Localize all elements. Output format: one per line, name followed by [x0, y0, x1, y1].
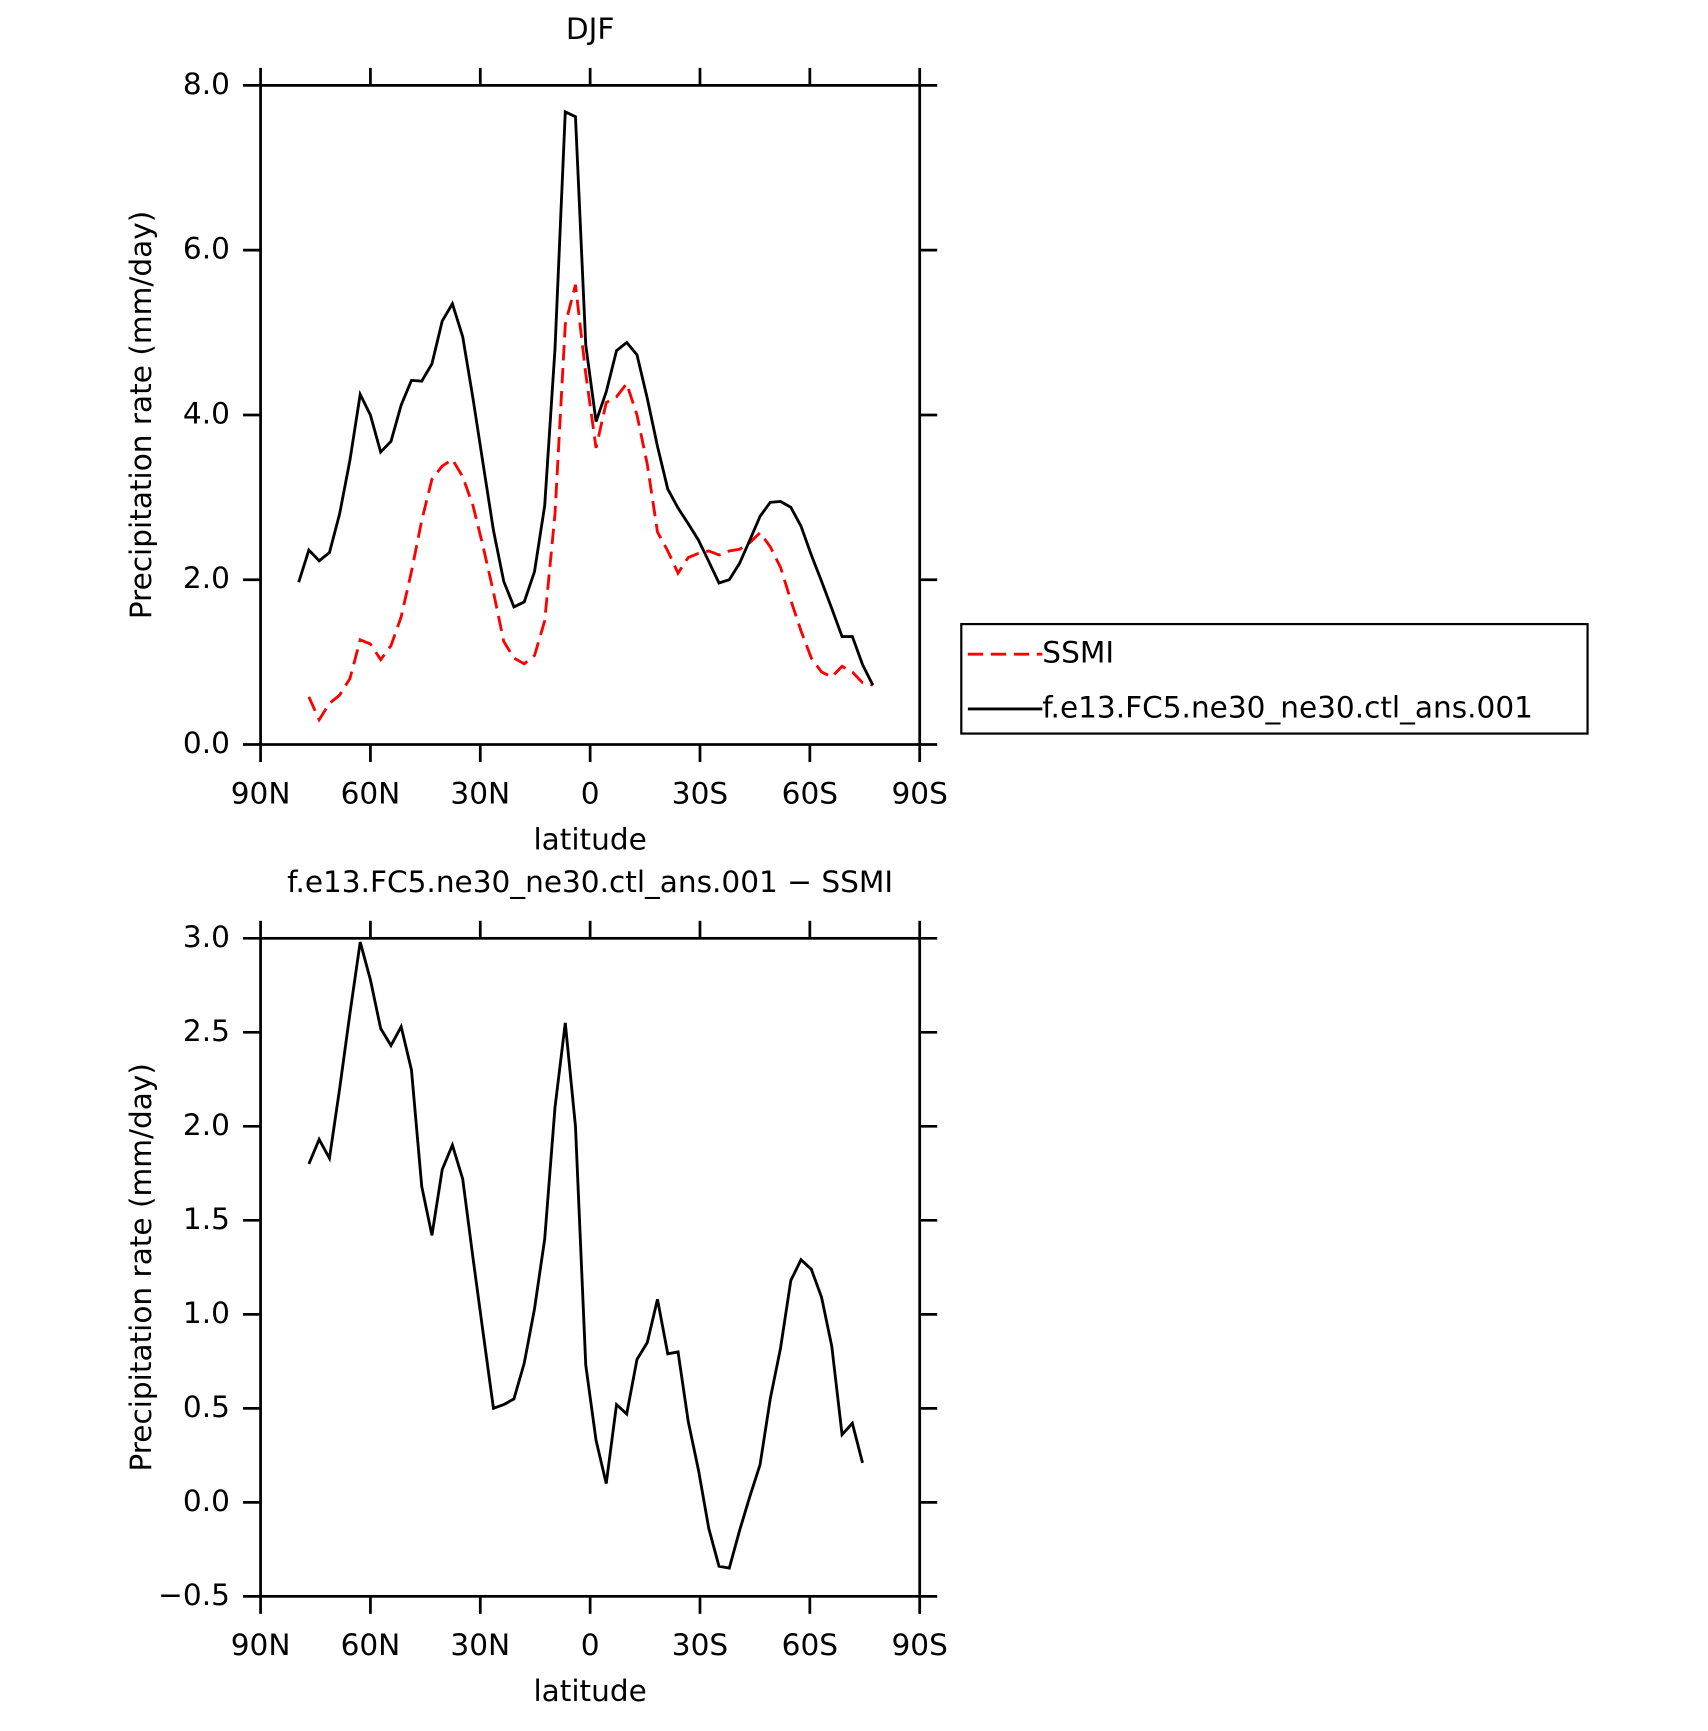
- data-line: [297, 109, 875, 686]
- y-axis-label: Precipitation rate (mm/day): [124, 1063, 158, 1471]
- x-tick-label: 60S: [782, 776, 838, 810]
- x-tick-label: 30S: [672, 1628, 728, 1662]
- y-tick-label: 4.0: [183, 396, 230, 430]
- y-axis-label: Precipitation rate (mm/day): [124, 211, 158, 619]
- x-tick-label: 30N: [450, 1628, 510, 1662]
- y-tick-label: 2.5: [183, 1014, 230, 1048]
- plot-frame: [259, 936, 922, 1598]
- x-tick-label: 90S: [892, 1628, 948, 1662]
- legend-label: f.e13.FC5.ne30_ne30.ctl_ans.001: [1042, 690, 1533, 724]
- y-tick-label: 6.0: [183, 232, 230, 266]
- data-line: [307, 941, 864, 1570]
- legend-box: [960, 622, 1589, 735]
- legend-label: SSMI: [1042, 636, 1114, 670]
- y-tick-label: 1.0: [183, 1296, 230, 1330]
- y-tick-label: 0.0: [183, 726, 230, 760]
- y-tick-label: 3.0: [183, 920, 230, 954]
- x-tick-label: 60N: [341, 1628, 401, 1662]
- x-axis-label: latitude: [533, 1674, 646, 1708]
- y-tick-label: 1.5: [183, 1202, 230, 1236]
- x-tick-label: 60S: [782, 1628, 838, 1662]
- x-tick-label: 0: [581, 1628, 600, 1662]
- y-tick-label: 8.0: [183, 67, 230, 101]
- x-tick-label: 90N: [231, 776, 291, 810]
- data-line: [307, 284, 874, 723]
- x-tick-label: 30S: [672, 776, 728, 810]
- y-tick-label: 0.0: [183, 1484, 230, 1518]
- chart-title: DJF: [566, 12, 614, 46]
- y-tick-label: 2.0: [183, 1108, 230, 1142]
- x-tick-label: 0: [581, 776, 600, 810]
- x-tick-label: 90S: [892, 776, 948, 810]
- y-tick-label: 0.5: [183, 1390, 230, 1424]
- chart-title: f.e13.FC5.ne30_ne30.ctl_ans.001 − SSMI: [287, 865, 893, 899]
- x-tick-label: 60N: [341, 776, 401, 810]
- y-tick-label: 2.0: [183, 561, 230, 595]
- x-tick-label: 30N: [450, 776, 510, 810]
- x-tick-label: 90N: [231, 1628, 291, 1662]
- y-tick-label: −0.5: [158, 1578, 230, 1612]
- x-axis-label: latitude: [533, 822, 646, 856]
